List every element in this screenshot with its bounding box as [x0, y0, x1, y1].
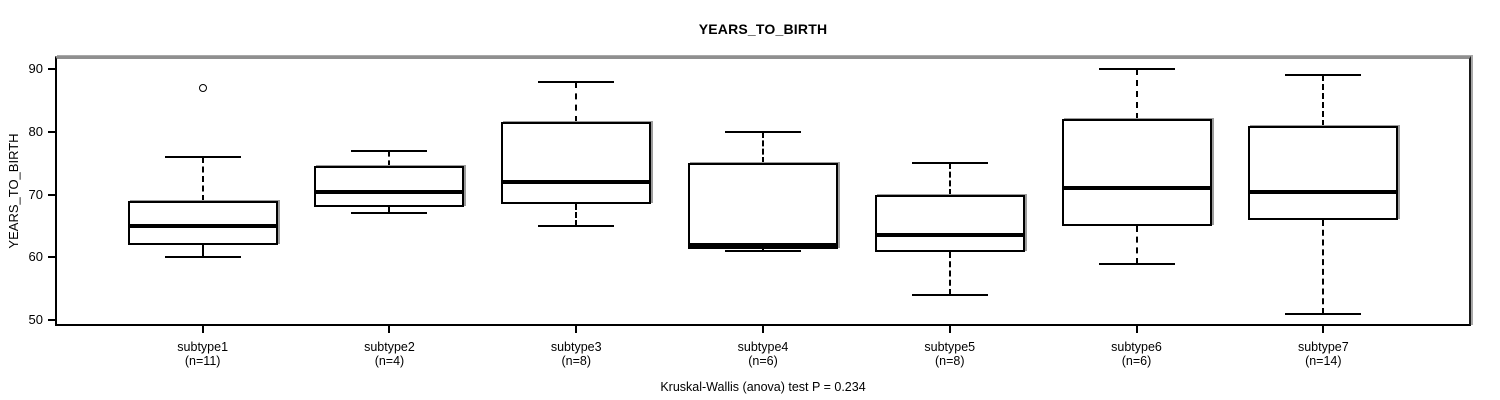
- category-name: subtype7: [1297, 340, 1349, 354]
- box-subtype4: [688, 163, 838, 250]
- upper-whisker-line: [201, 156, 204, 201]
- box-subtype5: [874, 194, 1025, 253]
- x-axis-tick: [575, 326, 578, 333]
- category-sample-size: (n=8): [561, 354, 591, 368]
- upper-whisker-line: [575, 81, 578, 123]
- category-label-subtype7: subtype7 (n=14): [1230, 340, 1416, 368]
- category-name: subtype6: [1111, 340, 1162, 354]
- category-sample-size: (n=11): [184, 354, 221, 368]
- category-name: subtype1: [177, 340, 229, 354]
- upper-whisker-line: [388, 150, 391, 167]
- lower-whisker-line: [1322, 219, 1325, 314]
- lower-whisker-cap: [538, 225, 615, 228]
- lower-whisker-cap: [725, 250, 801, 253]
- box-subtype3: [501, 122, 652, 205]
- y-axis-tick-label: 90: [28, 61, 43, 77]
- x-axis-tick: [201, 326, 204, 333]
- category-sample-size: (n=6): [748, 354, 778, 368]
- y-axis-tick-label: 80: [28, 123, 43, 139]
- category-name: subtype3: [550, 340, 602, 354]
- y-axis-tick: [48, 68, 55, 71]
- lower-whisker-line: [201, 244, 204, 258]
- box-subtype6: [1061, 119, 1212, 227]
- category-label-subtype5: subtype5 (n=8): [857, 340, 1043, 368]
- lower-whisker-cap: [164, 256, 241, 259]
- upper-whisker-cap: [725, 130, 801, 133]
- y-axis-tick: [48, 319, 55, 322]
- lower-whisker-line: [575, 204, 578, 227]
- y-axis-tick: [48, 130, 55, 133]
- category-sample-size: (n=6): [1121, 354, 1152, 368]
- category-sample-size: (n=14): [1305, 354, 1342, 368]
- chart-title: YEARS_TO_BIRTH: [698, 21, 828, 37]
- category-sample-size: (n=4): [374, 354, 405, 368]
- x-axis-tick: [388, 326, 391, 333]
- lower-whisker-line: [388, 207, 391, 214]
- x-axis-tick: [762, 326, 764, 333]
- upper-whisker-cap: [1098, 68, 1175, 71]
- upper-whisker-cap: [538, 80, 615, 83]
- category-sample-size: (n=8): [935, 354, 965, 368]
- upper-whisker-cap: [911, 162, 988, 165]
- lower-whisker-cap: [351, 212, 428, 215]
- median-subtype6: [1061, 186, 1212, 191]
- box-subtype2: [314, 166, 465, 208]
- y-axis-tick: [48, 193, 55, 196]
- y-axis-tick-label: 60: [28, 249, 43, 265]
- box-subtype1: [127, 200, 278, 245]
- y-axis-tick-label: 70: [28, 186, 43, 202]
- lower-whisker-cap: [1285, 312, 1362, 315]
- category-label-subtype4: subtype4 (n=6): [670, 340, 856, 368]
- upper-whisker-line: [1135, 69, 1138, 120]
- lower-whisker-line: [948, 252, 951, 296]
- y-axis-tick: [48, 256, 55, 259]
- upper-whisker-line: [762, 131, 764, 164]
- upper-whisker-line: [1322, 75, 1325, 126]
- kruskal-wallis-annotation: Kruskal-Wallis (anova) test P = 0.234: [660, 380, 866, 394]
- median-subtype5: [874, 233, 1025, 238]
- x-axis-tick: [1322, 326, 1325, 333]
- category-label-subtype6: subtype6 (n=6): [1044, 340, 1230, 368]
- upper-whisker-cap: [1285, 74, 1362, 77]
- median-subtype4: [688, 242, 838, 247]
- category-name: subtype2: [364, 340, 415, 354]
- x-axis-tick: [948, 326, 951, 333]
- box-subtype7: [1248, 125, 1399, 220]
- median-subtype1: [127, 224, 278, 229]
- median-subtype2: [314, 189, 465, 194]
- lower-whisker-cap: [911, 294, 988, 297]
- upper-whisker-line: [948, 163, 951, 195]
- category-name: subtype5: [924, 340, 976, 354]
- y-axis-tick-label: 50: [28, 312, 43, 328]
- category-label-subtype1: subtype1 (n=11): [110, 340, 296, 368]
- plot-area: 50 60 70 80 90 subtype1 (n=11) subtype2 (n=4) sub…: [29, 56, 1471, 368]
- category-label-subtype3: subtype3 (n=8): [483, 340, 669, 368]
- lower-whisker-cap: [1098, 262, 1175, 265]
- outlier-point: [198, 83, 207, 92]
- upper-whisker-cap: [351, 149, 428, 152]
- upper-whisker-cap: [164, 155, 241, 158]
- median-subtype7: [1248, 189, 1399, 194]
- category-label-subtype2: subtype2 (n=4): [296, 340, 482, 368]
- median-subtype3: [501, 180, 652, 185]
- lower-whisker-line: [1135, 226, 1138, 264]
- x-axis-tick: [1135, 326, 1138, 333]
- category-name: subtype4: [737, 340, 789, 354]
